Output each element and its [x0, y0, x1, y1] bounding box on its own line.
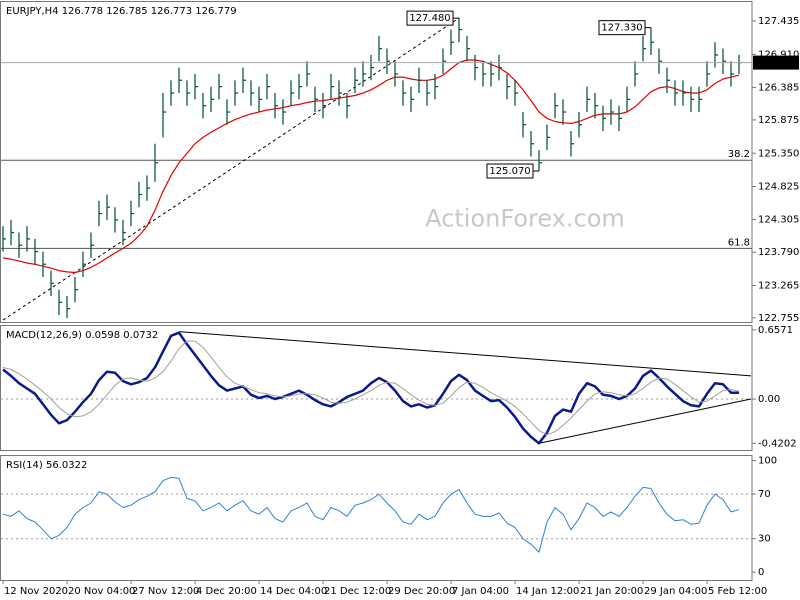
- y-tick-label: -0.4202: [758, 438, 797, 449]
- panel-frame: [0, 455, 753, 581]
- last-price-box: [753, 55, 799, 70]
- x-tick-label: 5 Feb 12:00: [708, 586, 767, 597]
- x-tick-label: 29 Dec 20:00: [388, 586, 455, 597]
- x-tick-label: 14 Dec 04:00: [260, 586, 327, 597]
- x-tick-label: 12 Nov 2020: [4, 586, 68, 597]
- panel-title: EURJPY,H4 126.778 126.785 126.773 126.77…: [6, 6, 237, 17]
- x-tick-label: 20 Nov 04:00: [68, 586, 135, 597]
- annotation-label: 127.480: [409, 13, 450, 24]
- panel-title: RSI(14) 56.0322: [6, 460, 87, 471]
- series-line: [2, 340, 740, 436]
- x-tick-label: 21 Dec 12:00: [324, 586, 391, 597]
- y-tick-label: 124.825: [758, 182, 799, 193]
- level-label: 61.8: [728, 237, 750, 248]
- annotation-label: 125.070: [489, 166, 530, 177]
- x-tick-label: 4 Dec 20:00: [196, 586, 257, 597]
- trendline: [2, 17, 460, 321]
- annotation-box: [486, 163, 534, 179]
- y-tick-label: 0.00: [758, 394, 780, 405]
- series-line: [2, 59, 740, 274]
- y-tick-label: 123.790: [758, 247, 799, 258]
- series-line: [2, 331, 739, 445]
- y-tick-label: 123.265: [758, 281, 799, 292]
- panel-title: MACD(12,26,9) 0.0598 0.0732: [6, 330, 158, 341]
- y-tick-label: 127.435: [758, 16, 799, 27]
- trendline: [538, 398, 752, 444]
- y-tick-label: 124.305: [758, 215, 799, 226]
- y-tick-label: 122.755: [758, 313, 799, 324]
- y-tick-label: 126.385: [758, 83, 799, 94]
- y-tick-label: 126.910: [758, 49, 799, 60]
- x-tick-label: 14 Jan 12:00: [516, 586, 579, 597]
- annotation-box: [598, 20, 646, 36]
- y-tick-label: 125.875: [758, 115, 799, 126]
- y-tick-label: 125.350: [758, 148, 799, 159]
- y-tick-label: 100: [758, 456, 777, 467]
- annotation-box: [406, 10, 454, 26]
- last-price-label: 126.779: [757, 58, 798, 69]
- x-tick-label: 29 Jan 04:00: [644, 586, 707, 597]
- annotation-label: 127.330: [601, 23, 642, 34]
- y-tick-label: 0: [758, 567, 764, 578]
- level-label: 38.2: [728, 149, 750, 160]
- watermark: ActionForex.com: [425, 205, 625, 233]
- x-tick-label: 27 Nov 12:00: [132, 586, 199, 597]
- y-tick-label: 0.6571: [758, 325, 793, 336]
- x-tick-label: 7 Jan 04:00: [452, 586, 509, 597]
- trendline: [178, 331, 752, 377]
- panel-frame: [0, 325, 753, 451]
- series-line: [2, 476, 740, 553]
- x-tick-label: 21 Jan 20:00: [580, 586, 643, 597]
- panel-frame: [0, 1, 753, 323]
- y-tick-label: 70: [758, 489, 771, 500]
- y-tick-label: 30: [758, 534, 771, 545]
